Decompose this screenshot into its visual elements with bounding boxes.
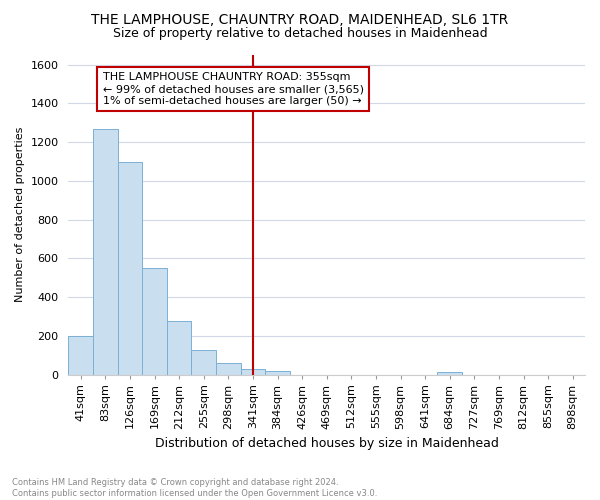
Text: Contains HM Land Registry data © Crown copyright and database right 2024.
Contai: Contains HM Land Registry data © Crown c… [12,478,377,498]
Bar [241,368,265,374]
X-axis label: Distribution of detached houses by size in Maidenhead: Distribution of detached houses by size … [155,437,499,450]
Text: THE LAMPHOUSE, CHAUNTRY ROAD, MAIDENHEAD, SL6 1TR: THE LAMPHOUSE, CHAUNTRY ROAD, MAIDENHEAD… [91,12,509,26]
Bar [68,336,93,374]
Bar [93,128,118,374]
Text: THE LAMPHOUSE CHAUNTRY ROAD: 355sqm
← 99% of detached houses are smaller (3,565): THE LAMPHOUSE CHAUNTRY ROAD: 355sqm ← 99… [103,72,364,106]
Bar [118,162,142,374]
Bar [437,372,462,374]
Text: Size of property relative to detached houses in Maidenhead: Size of property relative to detached ho… [113,28,487,40]
Bar [191,350,216,374]
Bar [142,268,167,374]
Y-axis label: Number of detached properties: Number of detached properties [15,127,25,302]
Bar [216,363,241,374]
Bar [167,322,191,374]
Bar [265,370,290,374]
